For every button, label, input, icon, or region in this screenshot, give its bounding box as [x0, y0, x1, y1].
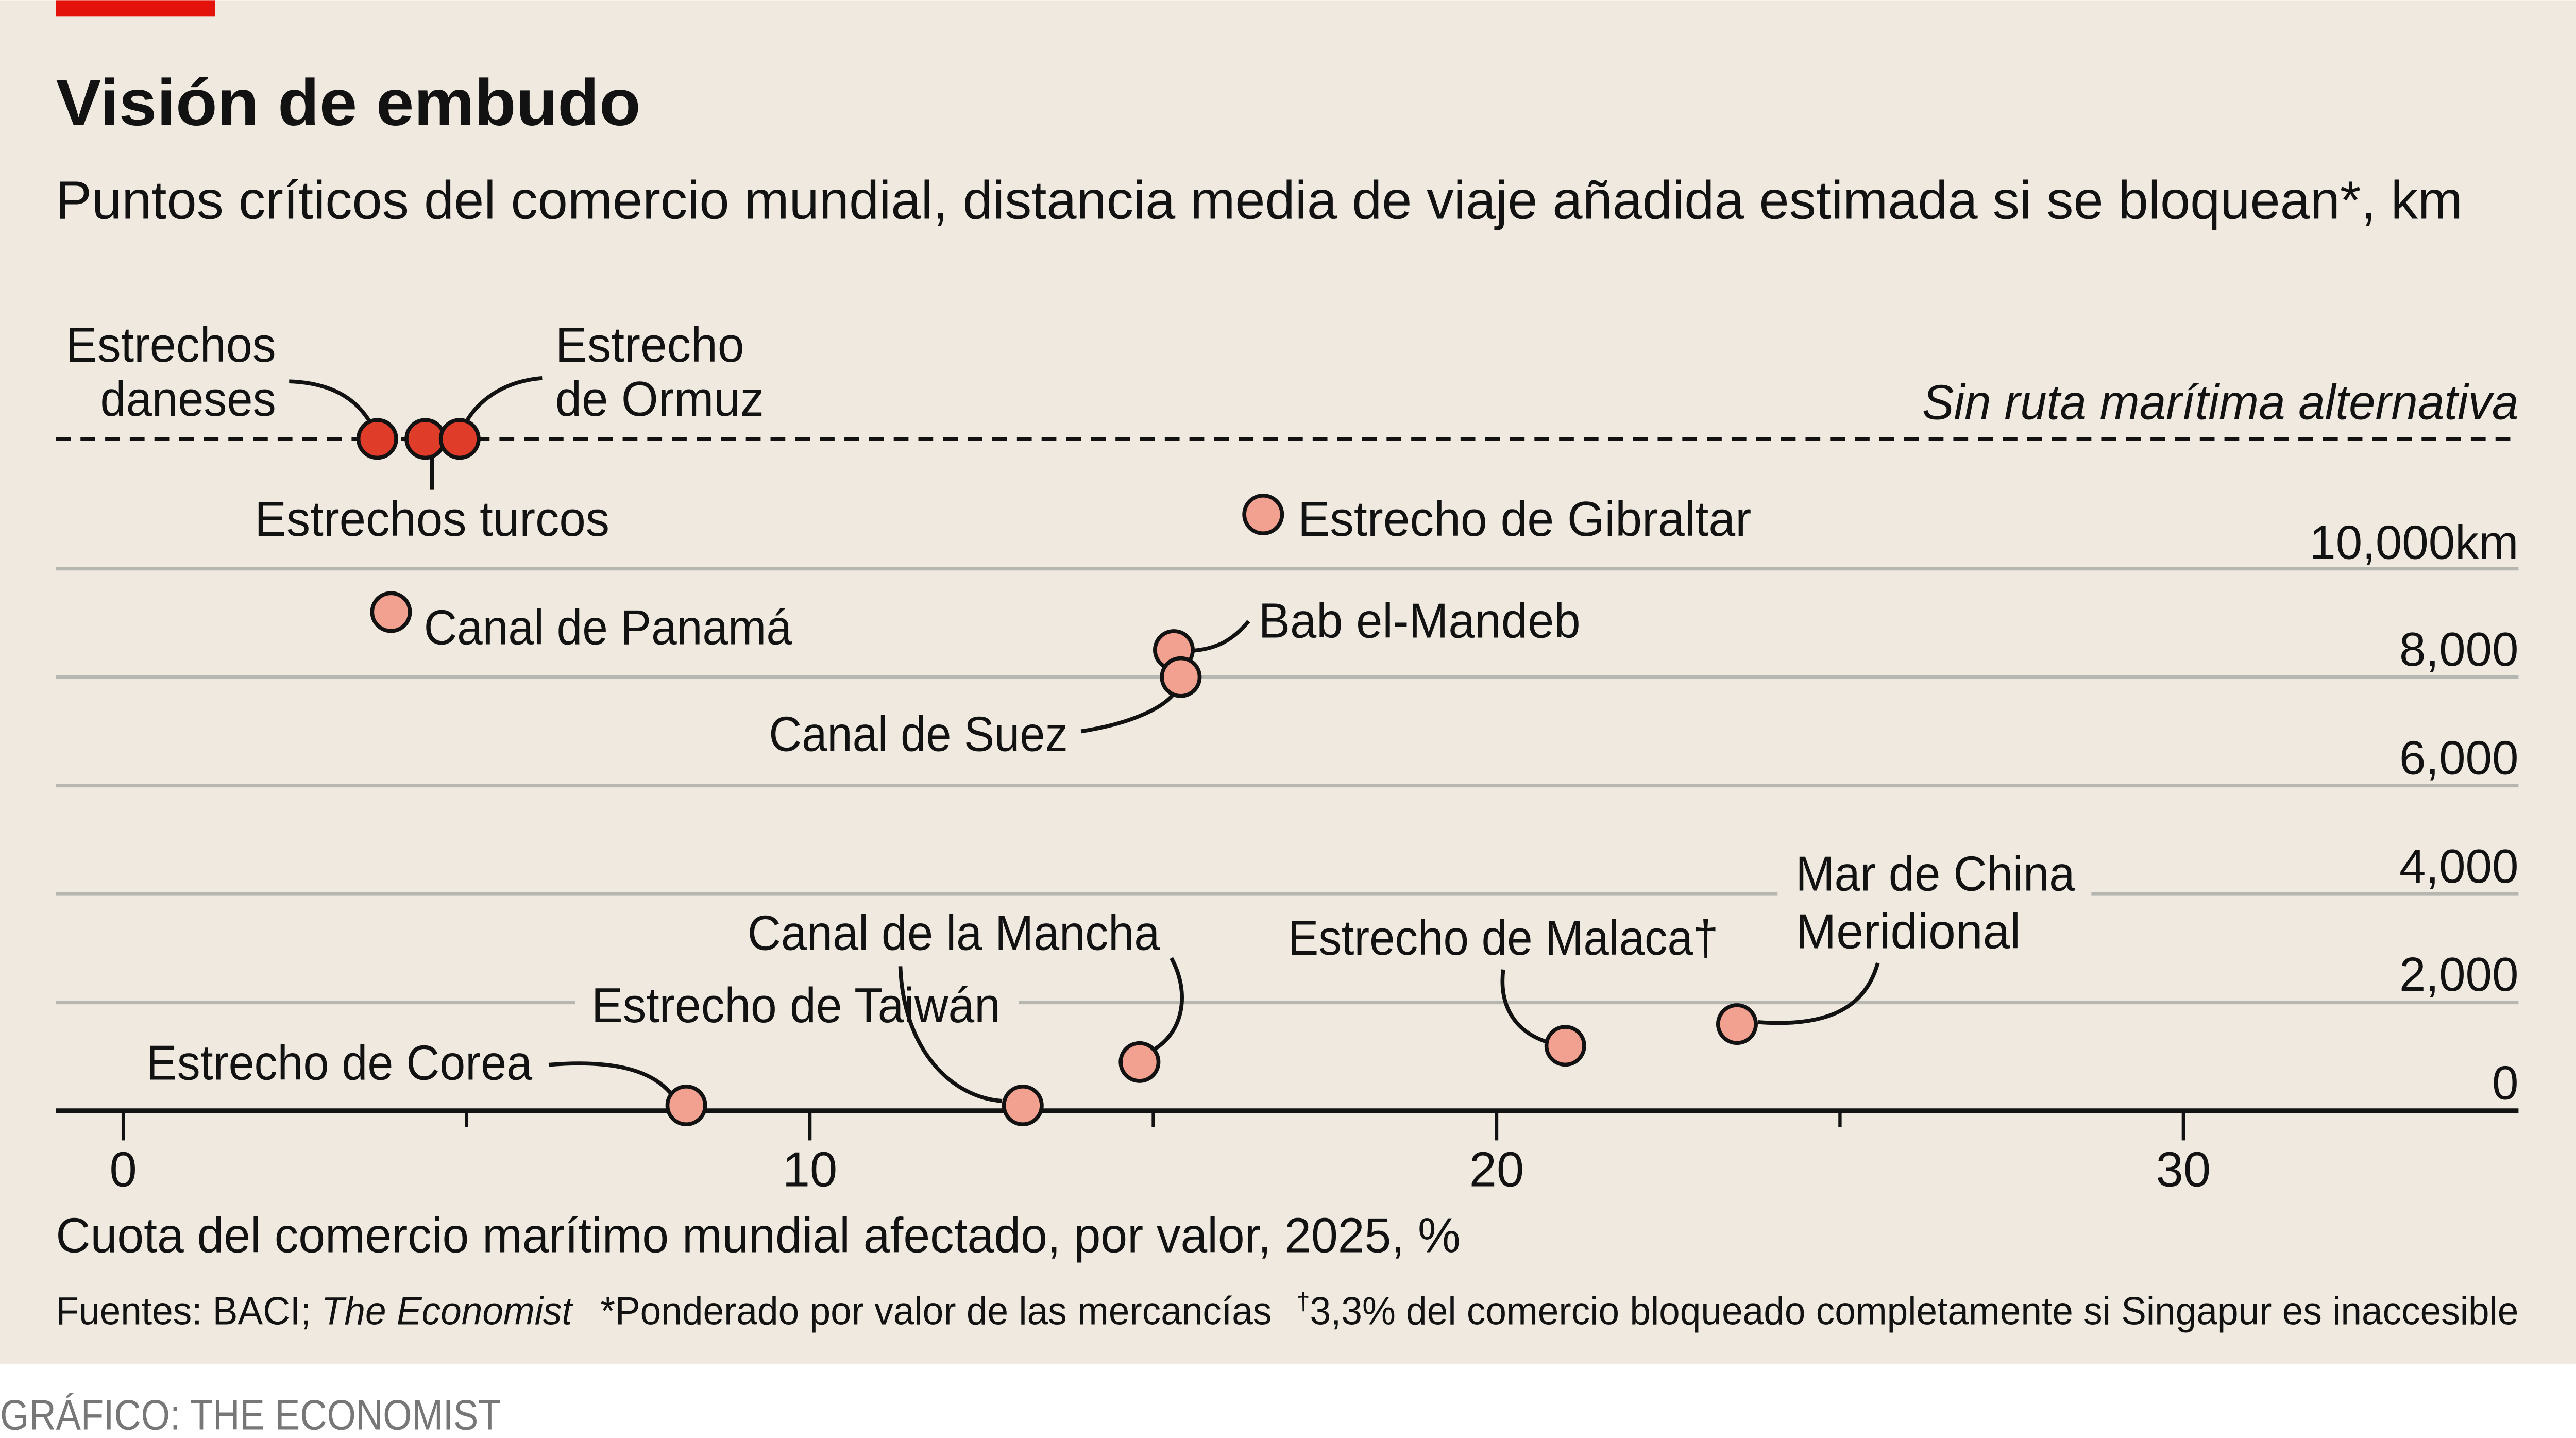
- leader-line: [898, 966, 1003, 1103]
- data-point: [1118, 1041, 1161, 1083]
- leader-line: [1500, 969, 1553, 1045]
- footnote-weighting: *Ponderado por valor de las mercancías: [601, 1290, 1272, 1333]
- point-label: Estrecho: [555, 317, 744, 373]
- point-label: Meridional: [1795, 904, 2021, 959]
- point-label: Bab el-Mandeb: [1259, 594, 1581, 649]
- label-gap: [575, 979, 1019, 1026]
- chart-background: [0, 0, 2576, 1364]
- point-label: Canal de Suez: [769, 707, 1067, 762]
- x-tick-label: 20: [1469, 1142, 1524, 1197]
- data-point: [1002, 1085, 1044, 1126]
- point-label: daneses: [100, 371, 276, 427]
- data-point: [1716, 1003, 1758, 1045]
- footer-background: [0, 1364, 2576, 1438]
- x-tick-label: 10: [783, 1142, 837, 1197]
- chart-subtitle: Puntos críticos del comercio mundial, di…: [56, 171, 2463, 231]
- point-label: Estrecho de Gibraltar: [1298, 492, 1751, 547]
- data-point: [1160, 656, 1202, 698]
- data-point: [1544, 1025, 1586, 1067]
- point-label: Estrecho de Malaca†: [1288, 910, 1718, 966]
- data-point: [1242, 494, 1284, 535]
- x-tick-label: 0: [110, 1142, 137, 1197]
- data-point: [404, 418, 447, 460]
- y-tick-label: 10,000km: [2309, 516, 2518, 569]
- point-label: Estrechos: [66, 317, 276, 373]
- brand-bar: [56, 0, 215, 17]
- data-points: [356, 418, 1758, 1126]
- sources-prefix: Fuentes: BACI;: [56, 1290, 321, 1333]
- footnote-singapore: 3,3% del comercio bloqueado completament…: [1310, 1290, 2518, 1333]
- x-ticks: [121, 1111, 2185, 1141]
- point-label: Canal de Panamá: [424, 600, 792, 655]
- y-tick-label: 0: [2492, 1056, 2518, 1110]
- leader-line: [548, 1061, 672, 1094]
- no-alternative-label: Sin ruta marítima alternativa: [1922, 375, 2519, 430]
- point-label: Estrecho de Taiwán: [591, 978, 1001, 1033]
- sources-note: Fuentes: BACI; The Economist *Ponderado p…: [56, 1288, 2518, 1333]
- point-label: Estrechos turcos: [255, 492, 609, 547]
- point-label: Estrecho de Corea: [146, 1035, 533, 1090]
- y-tick-label: 4,000: [2399, 839, 2518, 893]
- leader-line: [1080, 689, 1178, 734]
- data-point: [356, 418, 398, 460]
- data-point: [370, 591, 412, 633]
- leader-line: [1149, 957, 1184, 1054]
- data-point: [438, 418, 481, 460]
- point-label: de Ormuz: [555, 371, 764, 427]
- label-gap: [1777, 871, 2092, 917]
- x-axis-label: Cuota del comercio marítimo mundial afec…: [56, 1208, 1460, 1263]
- point-label: Canal de la Mancha: [748, 906, 1160, 961]
- y-tick-label: 8,000: [2399, 622, 2518, 676]
- data-point: [665, 1085, 707, 1126]
- sources-publication: The Economist: [321, 1290, 574, 1333]
- gridlines: [56, 567, 2519, 1005]
- footnote-dagger: †: [1297, 1288, 1310, 1315]
- chart-title: Visión de embudo: [56, 66, 640, 140]
- y-tick-label: 2,000: [2399, 948, 2518, 1001]
- chart-credit: GRÁFICO: THE ECONOMIST: [0, 1391, 501, 1438]
- leader-line: [1757, 962, 1880, 1025]
- x-tick-label: 30: [2156, 1142, 2211, 1197]
- leader-line: [463, 376, 543, 425]
- point-label: Mar de China: [1795, 847, 2075, 902]
- y-tick-label: 6,000: [2399, 731, 2518, 784]
- leader-line: [1191, 620, 1250, 653]
